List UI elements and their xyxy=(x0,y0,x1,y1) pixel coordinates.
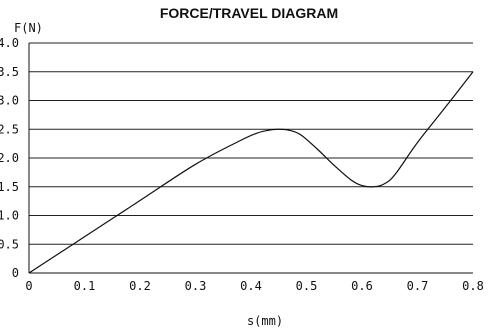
x-tick-label: 0.3 xyxy=(185,279,207,293)
x-tick-label: 0 xyxy=(25,279,32,293)
y-tick-label: 3.5 xyxy=(0,65,19,79)
axes xyxy=(28,43,473,274)
x-tick-label: 0.8 xyxy=(462,279,484,293)
y-tick-label: 2.0 xyxy=(0,151,19,165)
chart-title: FORCE/TRAVEL DIAGRAM xyxy=(160,5,338,21)
tick-labels: 0 0.5 1.0 1.5 2.0 2.5 3.0 3.5 4.0 0 0.1 0.2 0.3 0.4 0.… xyxy=(0,36,484,293)
y-axis-label: F(N) xyxy=(14,21,43,35)
y-tick-label: 1.0 xyxy=(0,209,19,223)
y-tick-label: 0 xyxy=(12,266,19,280)
force-curve xyxy=(28,71,474,274)
x-tick-label: 0.2 xyxy=(129,279,151,293)
x-tick-label: 0.7 xyxy=(407,279,429,293)
y-tick-label: 0.5 xyxy=(0,237,19,251)
x-tick-label: 0.5 xyxy=(296,279,318,293)
x-axis-label: s(mm) xyxy=(247,314,283,328)
y-tick-label: 4.0 xyxy=(0,36,19,50)
y-tick-label: 3.0 xyxy=(0,94,19,108)
y-tick-label: 1.5 xyxy=(0,180,19,194)
x-tick-label: 0.6 xyxy=(351,279,373,293)
x-tick-label: 0.1 xyxy=(74,279,96,293)
grid xyxy=(29,42,473,245)
x-tick-label: 0.4 xyxy=(240,279,262,293)
series xyxy=(28,71,474,274)
y-tick-label: 2.5 xyxy=(0,122,19,136)
